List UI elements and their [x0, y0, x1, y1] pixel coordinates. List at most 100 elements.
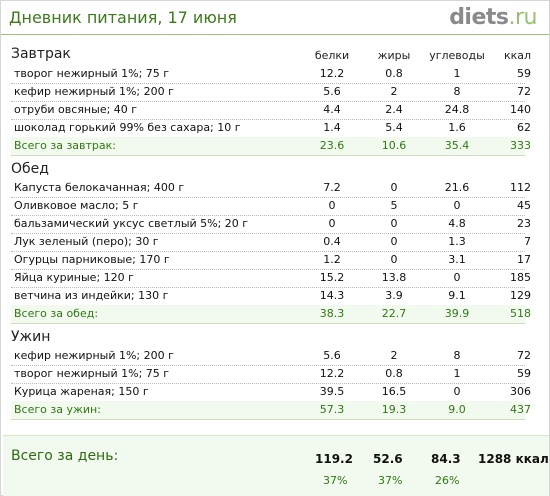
kcal-value: 62	[517, 121, 531, 134]
kcal-value: 306	[510, 385, 531, 398]
carbs-value: 3.1	[448, 253, 466, 266]
food-name: кефир нежирный 1%; 200 г	[14, 349, 174, 362]
section-total-row: Всего за ужин: 57.3 19.3 9.0 437	[11, 401, 531, 420]
table-row[interactable]: бальзамический уксус светлый 5%; 20 г 0 0 4…	[11, 215, 531, 234]
table-row[interactable]: ветчина из индейки; 130 г 14.3 3.9 9.1 129	[11, 287, 531, 306]
table-row[interactable]: кефир нежирный 1%; 200 г 5.6 2 8 72	[11, 347, 531, 366]
table-row[interactable]: Лук зеленый (перо); 30 г 0.4 0 1.3 7	[11, 233, 531, 252]
food-name: шоколад горький 99% без сахара; 10 г	[14, 121, 241, 134]
protein-value: 7.2	[323, 181, 341, 194]
protein-value: 1.4	[323, 121, 341, 134]
col-protein: белки	[314, 49, 350, 62]
kcal-value: 72	[517, 349, 531, 362]
day-total-panel: Всего за день: 119.2 52.6 84.3 1288 ккал…	[3, 435, 549, 496]
section-total-row: Всего за обед: 38.3 22.7 39.9 518	[11, 305, 531, 324]
fat-value: 0	[390, 181, 398, 194]
day-total-label: Всего за день:	[11, 448, 119, 464]
day-protein-percent: 37%	[323, 474, 348, 487]
day-carbs-percent: 26%	[435, 474, 460, 487]
food-name: Огурцы парниковые; 170 г	[14, 253, 170, 266]
protein-value: 39.5	[319, 385, 345, 398]
food-name: бальзамический уксус светлый 5%; 20 г	[14, 217, 249, 230]
site-logo[interactable]: diets.ru	[449, 5, 537, 30]
kcal-value: 112	[510, 181, 531, 194]
protein-value: 12.2	[319, 67, 345, 80]
day-fat-percent: 37%	[378, 474, 403, 487]
fat-total: 19.3	[381, 403, 407, 416]
table-row[interactable]: Курица жареная; 150 г 39.5 16.5 0 306	[11, 383, 531, 402]
carbs-value: 1	[453, 67, 461, 80]
food-name: отруби овсяные; 40 г	[14, 103, 138, 116]
carbs-value: 4.8	[448, 217, 466, 230]
table-row[interactable]: Капуста белокачанная; 400 г 7.2 0 21.6 112	[11, 179, 531, 198]
carbs-value: 1.6	[448, 121, 466, 134]
protein-value: 0.4	[323, 235, 341, 248]
fat-total: 10.6	[381, 139, 407, 152]
total-label: Всего за ужин:	[14, 403, 101, 416]
section-title-breakfast: Завтрак	[11, 46, 71, 62]
logo-suffix: .ru	[508, 5, 538, 30]
kcal-value: 140	[510, 103, 531, 116]
fat-value: 0	[390, 253, 398, 266]
carbs-value: 8	[453, 85, 461, 98]
page-title: Дневник питания, 17 июня	[9, 8, 237, 27]
carbs-value: 1.3	[448, 235, 466, 248]
fat-value: 2	[390, 349, 398, 362]
kcal-value: 185	[510, 271, 531, 284]
kcal-value: 129	[510, 289, 531, 302]
total-label: Всего за обед:	[14, 307, 99, 320]
fat-total: 22.7	[381, 307, 407, 320]
carbs-value: 24.8	[444, 103, 470, 116]
table-row[interactable]: шоколад горький 99% без сахара; 10 г 1.4 5…	[11, 119, 531, 138]
protein-value: 15.2	[319, 271, 345, 284]
fat-value: 13.8	[381, 271, 407, 284]
protein-value: 12.2	[319, 367, 345, 380]
carbs-value: 1	[453, 367, 461, 380]
carbs-total: 35.4	[444, 139, 470, 152]
fat-value: 0.8	[385, 367, 403, 380]
fat-value: 0.8	[385, 67, 403, 80]
table-row[interactable]: творог нежирный 1%; 75 г 12.2 0.8 1 59	[11, 365, 531, 384]
carbs-value: 0	[453, 385, 461, 398]
carbs-value: 0	[453, 271, 461, 284]
protein-value: 0	[328, 199, 336, 212]
table-row[interactable]: творог нежирный 1%; 75 г 12.2 0.8 1 59	[11, 65, 531, 84]
food-name: творог нежирный 1%; 75 г	[14, 367, 170, 380]
fat-value: 3.9	[385, 289, 403, 302]
kcal-value: 45	[517, 199, 531, 212]
col-carbs: углеводы	[429, 49, 485, 62]
day-kcal-total: 1288 ккал	[478, 452, 549, 466]
fat-value: 2	[390, 85, 398, 98]
food-name: Курица жареная; 150 г	[14, 385, 149, 398]
kcal-value: 59	[517, 367, 531, 380]
food-name: творог нежирный 1%; 75 г	[14, 67, 170, 80]
table-row[interactable]: Огурцы парниковые; 170 г 1.2 0 3.1 17	[11, 251, 531, 270]
col-kcal: ккал	[503, 49, 531, 62]
carbs-value: 9.1	[448, 289, 466, 302]
protein-value: 0	[328, 217, 336, 230]
food-name: Оливковое масло; 5 г	[14, 199, 139, 212]
protein-total: 38.3	[319, 307, 345, 320]
kcal-total: 437	[510, 403, 531, 416]
fat-value: 16.5	[381, 385, 407, 398]
table-row[interactable]: отруби овсяные; 40 г 4.4 2.4 24.8 140	[11, 101, 531, 120]
section-title-dinner: Ужин	[11, 329, 51, 345]
carbs-value: 0	[453, 199, 461, 212]
fat-value: 0	[390, 235, 398, 248]
fat-value: 2.4	[385, 103, 403, 116]
logo-main: diets	[449, 5, 509, 30]
carbs-total: 9.0	[448, 403, 466, 416]
table-row[interactable]: Яйца куриные; 120 г 15.2 13.8 0 185	[11, 269, 531, 288]
protein-value: 5.6	[323, 349, 341, 362]
day-fat-total: 52.6	[373, 452, 403, 466]
table-row[interactable]: кефир нежирный 1%; 200 г 5.6 2 8 72	[11, 83, 531, 102]
food-name: кефир нежирный 1%; 200 г	[14, 85, 174, 98]
protein-value: 14.3	[319, 289, 345, 302]
protein-total: 57.3	[319, 403, 345, 416]
col-fat: жиры	[377, 49, 411, 62]
day-protein-total: 119.2	[315, 452, 353, 466]
fat-value: 0	[390, 217, 398, 230]
table-row[interactable]: Оливковое масло; 5 г 0 5 0 45	[11, 197, 531, 216]
kcal-total: 518	[510, 307, 531, 320]
kcal-total: 333	[510, 139, 531, 152]
